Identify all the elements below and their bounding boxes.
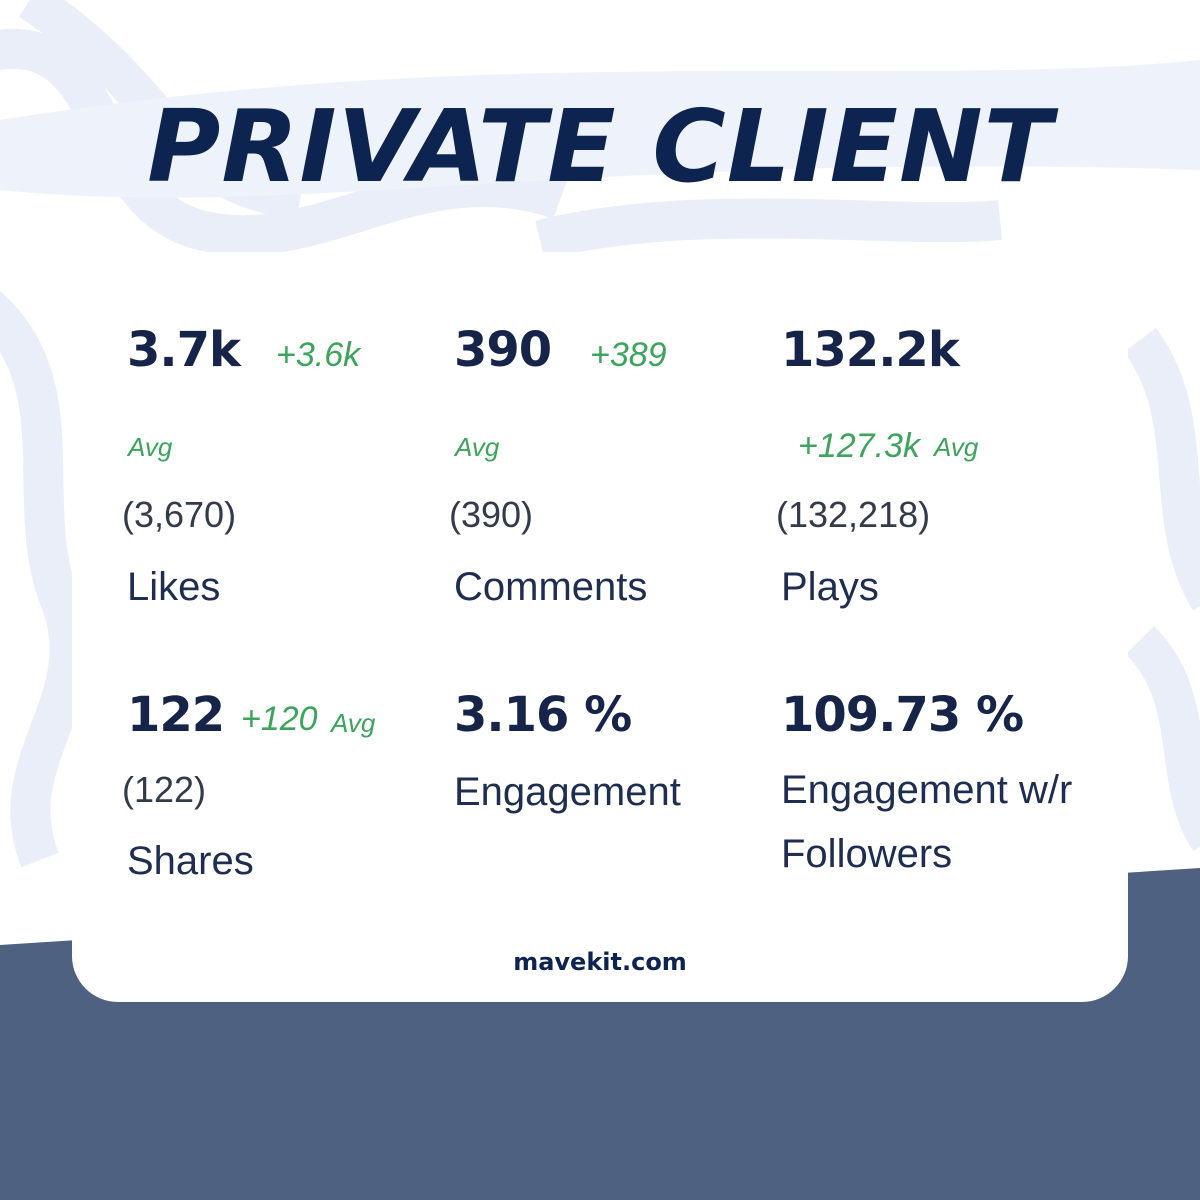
stat-exact: (3,670) xyxy=(122,494,237,535)
decorative-waves xyxy=(0,0,1200,868)
stat-label: Plays xyxy=(781,565,879,609)
stat-label: Engagement w/r Followers xyxy=(781,768,1073,876)
decorative-band xyxy=(0,60,1200,198)
stat-value: 3.16 % xyxy=(454,687,632,743)
stat-change: +389 xyxy=(590,336,667,374)
stat-change: +127.3k xyxy=(798,427,920,465)
stat-value: 3.7k xyxy=(127,322,241,378)
stat-value: 122 xyxy=(127,687,225,743)
stat-label: Likes xyxy=(127,565,221,609)
stat-change: +120 xyxy=(241,700,318,738)
stat-label: Engagement xyxy=(454,770,681,814)
stat-avg: Avg xyxy=(455,432,500,462)
stat-value: 132.2k xyxy=(781,322,960,378)
stat-value: 109.73 % xyxy=(781,687,1024,743)
stat-avg: Avg xyxy=(934,432,979,462)
stat-value: 390 xyxy=(454,322,552,378)
title: PRIVATE CLIENT xyxy=(147,88,1053,205)
stat-exact: (122) xyxy=(122,769,207,810)
stat-avg: Avg xyxy=(128,432,173,462)
stat-label: Comments xyxy=(454,565,648,609)
stat-exact: (132,218) xyxy=(776,494,931,535)
stat-change: +3.6k xyxy=(276,336,361,374)
stats-card xyxy=(72,252,1128,1002)
stat-exact: (390) xyxy=(449,494,534,535)
footer: mavekit.com xyxy=(513,948,687,976)
stat-avg: Avg xyxy=(331,708,376,738)
stat-label: Shares xyxy=(127,839,254,883)
